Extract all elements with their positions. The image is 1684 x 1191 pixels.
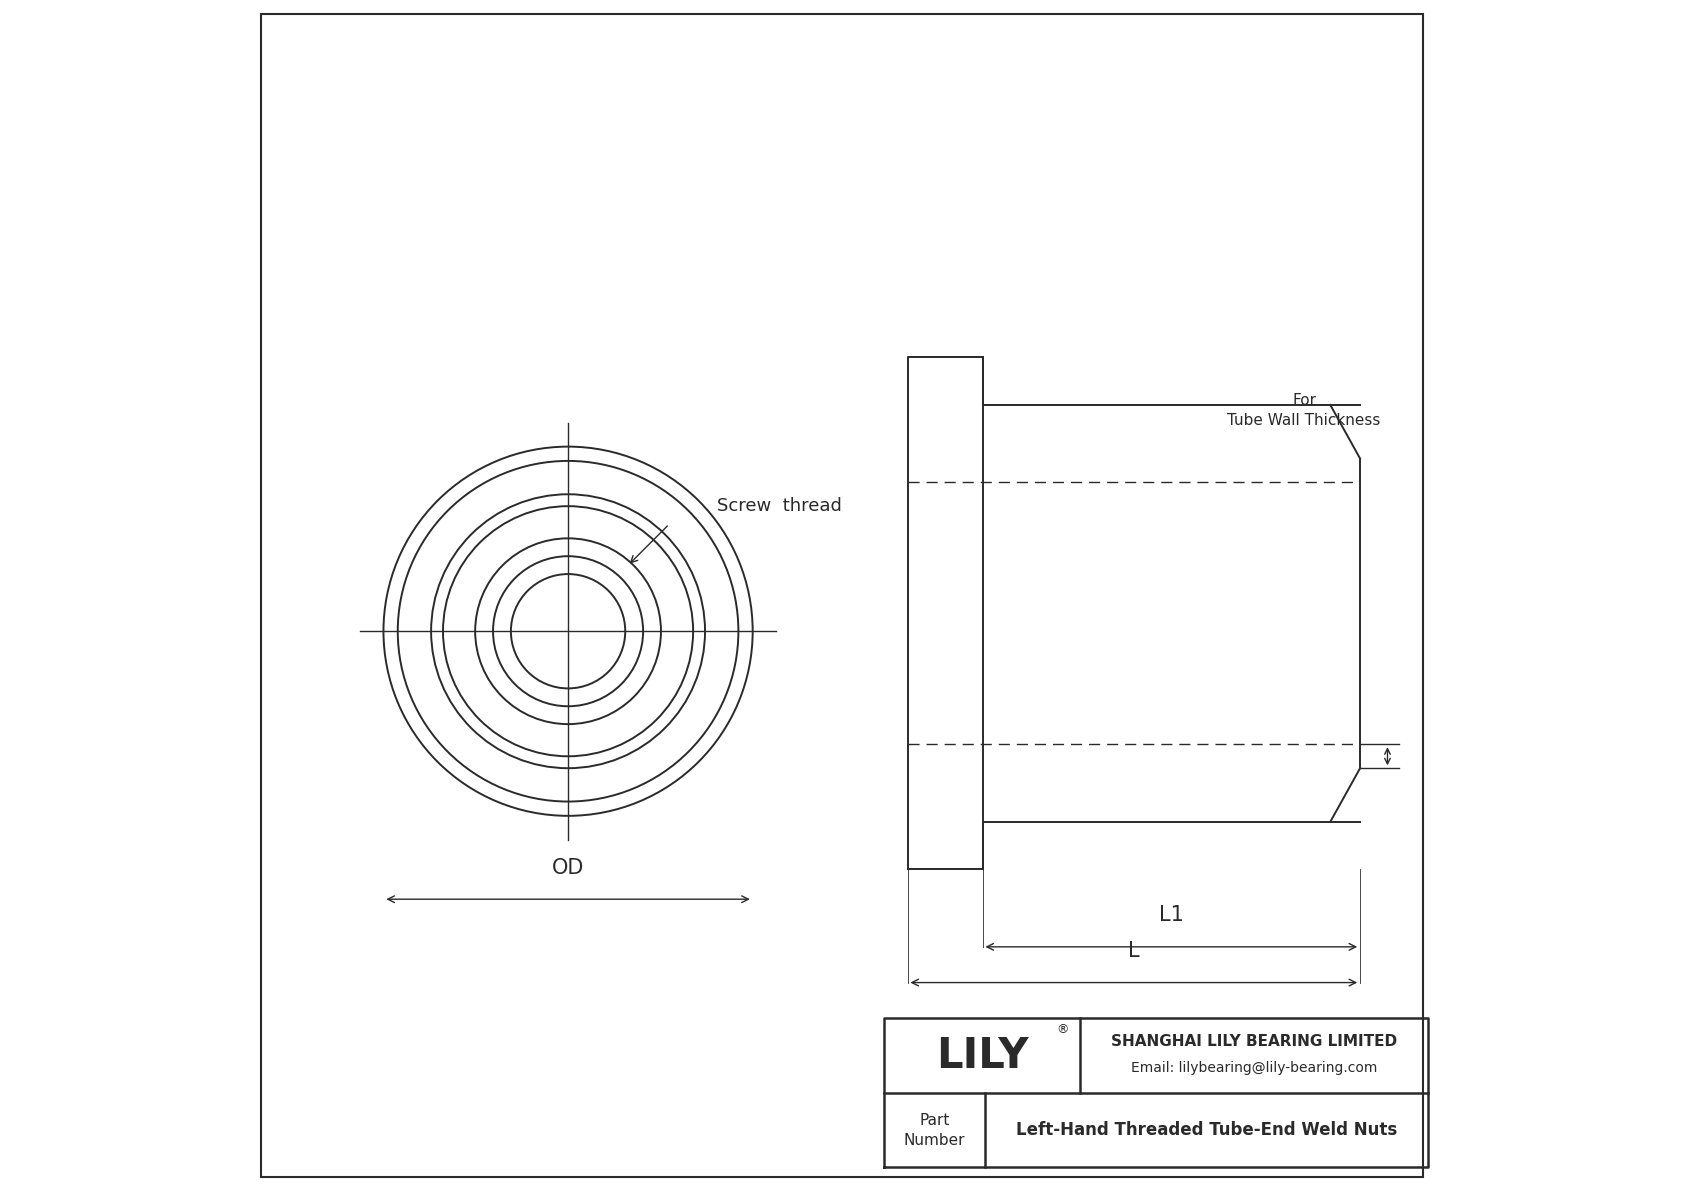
Text: L: L xyxy=(1128,941,1140,961)
Text: LILY: LILY xyxy=(936,1035,1029,1077)
Text: SHANGHAI LILY BEARING LIMITED: SHANGHAI LILY BEARING LIMITED xyxy=(1111,1034,1398,1049)
Text: For
Tube Wall Thickness: For Tube Wall Thickness xyxy=(1228,393,1381,428)
Text: Screw  thread: Screw thread xyxy=(717,497,842,516)
Text: Left-Hand Threaded Tube-End Weld Nuts: Left-Hand Threaded Tube-End Weld Nuts xyxy=(1015,1121,1398,1140)
Text: L1: L1 xyxy=(1159,905,1184,925)
Text: ®: ® xyxy=(1056,1023,1069,1036)
Text: Part
Number: Part Number xyxy=(904,1112,965,1148)
Text: OD: OD xyxy=(552,858,584,878)
Text: Email: lilybearing@lily-bearing.com: Email: lilybearing@lily-bearing.com xyxy=(1132,1061,1378,1074)
